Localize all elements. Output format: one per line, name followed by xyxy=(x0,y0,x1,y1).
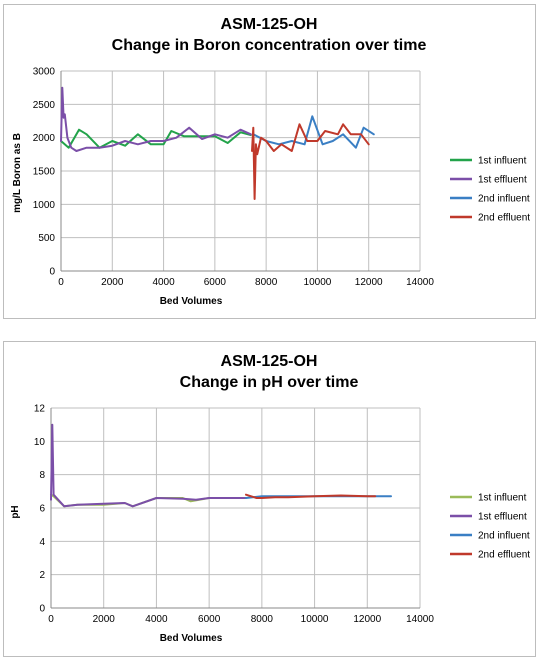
x-tick-label: 8000 xyxy=(251,614,274,625)
x-tick-label: 4000 xyxy=(152,277,175,288)
x-tick-label: 10000 xyxy=(304,277,332,288)
x-tick-label: 14000 xyxy=(406,614,434,625)
x-tick-label: 14000 xyxy=(406,277,434,288)
y-axis-label: pH xyxy=(10,505,21,518)
legend-entry: 2nd effluent xyxy=(478,213,530,224)
legend-entry: 2nd influent xyxy=(478,194,530,205)
series-line-1st-influent xyxy=(60,128,252,149)
legend-entry: 1st effluent xyxy=(478,512,527,523)
series-line-2nd-effluent xyxy=(251,123,370,200)
x-tick-label: 4000 xyxy=(145,614,168,625)
series-line-2nd-effluent xyxy=(245,493,377,499)
x-tick-label: 8000 xyxy=(255,277,278,288)
ph-chart-panel: ASM-125-OH Change in pH over time 0 2000 4… xyxy=(3,341,536,657)
boron-chart-panel: ASM-125-OH Change in Boron concentration… xyxy=(3,4,536,319)
ph-chart: ASM-125-OH Change in pH over time 0 2000 4… xyxy=(10,353,530,644)
y-tick-label: 2000 xyxy=(33,133,56,144)
chart-title: ASM-125-OH xyxy=(221,16,318,33)
chart-title: ASM-125-OH xyxy=(221,353,318,370)
y-tick-label: 1000 xyxy=(33,200,56,211)
x-axis-label: Bed Volumes xyxy=(160,296,223,307)
y-tick-label: 1500 xyxy=(33,167,56,178)
x-tick-label: 2000 xyxy=(101,277,124,288)
x-axis-label: Bed Volumes xyxy=(160,633,223,644)
y-tick-label: 2500 xyxy=(33,100,56,111)
y-tick-label: 10 xyxy=(34,437,46,448)
chart-subtitle: Change in pH over time xyxy=(180,374,359,391)
x-tick-label: 6000 xyxy=(198,614,221,625)
series-line-1st-effluent xyxy=(50,423,247,508)
x-tick-label: 2000 xyxy=(93,614,116,625)
x-tick-label: 6000 xyxy=(204,277,227,288)
legend-entry: 2nd effluent xyxy=(478,550,530,561)
x-tick-label: 12000 xyxy=(355,277,383,288)
x-tick-label: 10000 xyxy=(301,614,329,625)
legend-entry: 1st effluent xyxy=(478,175,527,186)
y-tick-label: 4 xyxy=(39,537,45,548)
legend-entry: 2nd influent xyxy=(478,531,530,542)
x-tick-label: 0 xyxy=(58,277,64,288)
y-axis-label: mg/L Boron as B xyxy=(12,133,23,213)
y-tick-label: 3000 xyxy=(33,67,56,78)
series-line-1st-effluent xyxy=(60,86,252,152)
legend-entry: 1st influent xyxy=(478,493,527,504)
legend-entry: 1st influent xyxy=(478,156,527,167)
y-tick-label: 12 xyxy=(34,404,46,415)
chart-subtitle: Change in Boron concentration over time xyxy=(112,37,427,54)
x-tick-label: 12000 xyxy=(353,614,381,625)
y-tick-label: 0 xyxy=(39,604,45,615)
series-line-2nd-influent xyxy=(252,115,375,149)
x-tick-label: 0 xyxy=(48,614,54,625)
y-tick-label: 6 xyxy=(39,504,45,515)
y-tick-label: 0 xyxy=(49,267,55,278)
y-tick-label: 500 xyxy=(38,233,55,244)
y-tick-label: 8 xyxy=(39,470,45,481)
y-tick-label: 2 xyxy=(39,570,45,581)
boron-chart: ASM-125-OH Change in Boron concentration… xyxy=(12,16,530,307)
